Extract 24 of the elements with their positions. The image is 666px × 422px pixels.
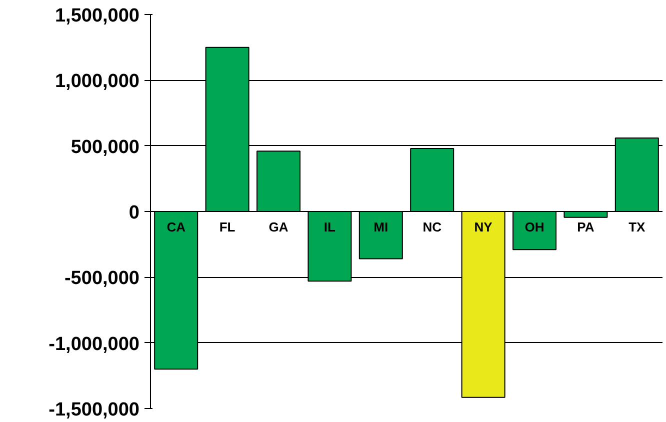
x-tick-label: NY: [474, 220, 493, 234]
bar: [256, 150, 301, 212]
y-tick-label: -1,500,000: [48, 400, 140, 420]
x-tick-label: IL: [324, 220, 336, 234]
x-tick-label: NC: [422, 220, 442, 234]
x-tick-label: OH: [524, 220, 544, 234]
x-tick-label: FL: [219, 220, 236, 234]
bar: [614, 137, 659, 212]
bar: [358, 211, 403, 260]
x-tick-label: MI: [374, 220, 388, 234]
bar: [564, 211, 608, 218]
y-tick-label: 0: [128, 202, 140, 224]
y-tick-label: -1,000,000: [48, 334, 140, 355]
y-tick-label: 1,000,000: [54, 71, 140, 92]
x-tick-label: TX: [628, 220, 646, 234]
x-tick-label: PA: [577, 220, 595, 234]
bar: [308, 211, 352, 282]
x-tick-label: GA: [268, 220, 289, 234]
y-tick-label: -500,000: [64, 268, 140, 290]
bar: [410, 148, 454, 212]
bar: [512, 211, 557, 250]
x-tick-label: CA: [166, 220, 186, 234]
y-tick-label: 1,500,000: [54, 6, 140, 26]
y-tick-label: 500,000: [70, 136, 140, 158]
